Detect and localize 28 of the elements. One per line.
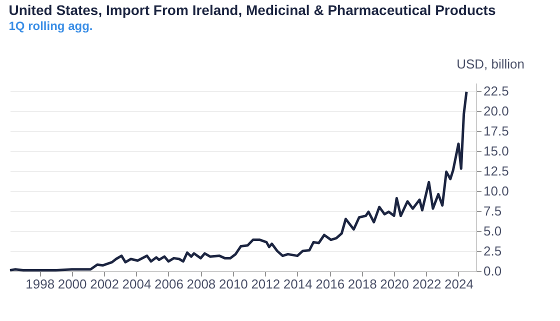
y-axis-title: USD, billion <box>456 56 524 72</box>
x-tick-label: 2022 <box>412 276 442 292</box>
x-tick-label: 2004 <box>122 276 152 292</box>
y-tick-label: 5.0 <box>484 224 502 238</box>
x-tick-label: 2012 <box>251 276 280 292</box>
chart-title: United States, Import From Ireland, Medicinal & Pharmaceutical Products <box>8 2 496 18</box>
y-tick-label: 22.5 <box>484 84 509 98</box>
x-tick-label: 2000 <box>58 276 87 292</box>
x-tick-label: 2002 <box>90 276 120 292</box>
x-tick-label: 2016 <box>316 276 345 292</box>
y-tick-label: 2.5 <box>484 244 502 258</box>
y-tick-label: 12.5 <box>484 164 509 178</box>
y-tick-label: 20.0 <box>484 104 509 118</box>
x-tick-label: 2008 <box>186 276 216 292</box>
x-tick-label: 2018 <box>348 276 377 292</box>
x-tick-label: 2014 <box>283 276 312 292</box>
y-tick-label: 7.5 <box>484 204 502 218</box>
y-tick-label: 0.0 <box>484 264 502 278</box>
y-tick-label: 17.5 <box>484 124 509 138</box>
chart-subtitle: 1Q rolling agg. <box>8 19 93 33</box>
x-tick-label: 2020 <box>380 276 409 292</box>
x-tick-label: 2006 <box>154 276 184 292</box>
x-tick-label: 2024 <box>444 276 474 292</box>
y-tick-label: 10.0 <box>484 184 509 198</box>
x-tick-label: 1998 <box>26 276 55 292</box>
y-tick-label: 15.0 <box>484 144 509 158</box>
line-series <box>8 90 468 272</box>
x-tick-label: 2010 <box>218 276 248 292</box>
